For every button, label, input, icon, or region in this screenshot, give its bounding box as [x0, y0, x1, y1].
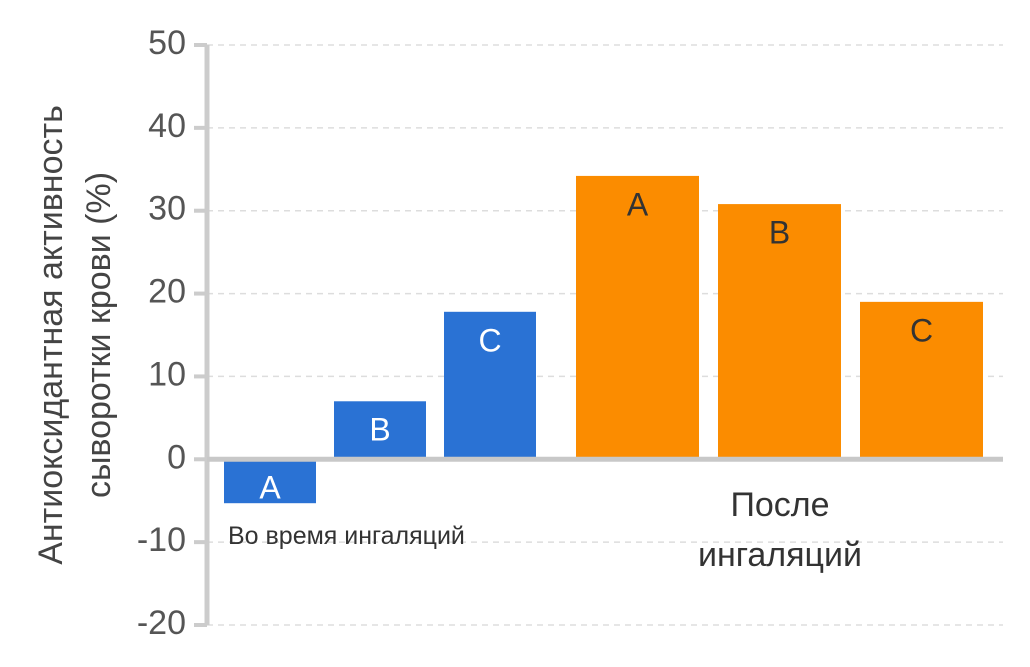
bar-label: B: [369, 412, 390, 448]
y-tick-label: 30: [148, 190, 186, 228]
y-tick-label: 50: [148, 24, 186, 62]
bar-label: C: [478, 322, 501, 358]
bar: [334, 401, 426, 460]
y-axis-label: Антиоксидантная активность сыворотки кро…: [32, 105, 118, 565]
bar: [860, 301, 983, 460]
bar: [224, 459, 316, 504]
bar: [576, 175, 699, 460]
bar-label: A: [259, 470, 281, 506]
group-label: После ингаляций: [697, 486, 863, 574]
y-tick-label: 20: [148, 273, 186, 311]
bar-label: C: [910, 312, 933, 348]
y-tick-label: 0: [167, 438, 186, 476]
group-label: Во время ингаляций: [228, 522, 465, 550]
bar-label: A: [627, 186, 649, 222]
y-tick-label: 40: [148, 107, 186, 145]
bar: [444, 311, 536, 460]
y-tick-label: -10: [137, 521, 186, 559]
y-tick-label: -20: [137, 604, 186, 642]
bar-label: B: [769, 215, 790, 251]
y-tick-label: 10: [148, 355, 186, 393]
bar: [718, 204, 841, 460]
